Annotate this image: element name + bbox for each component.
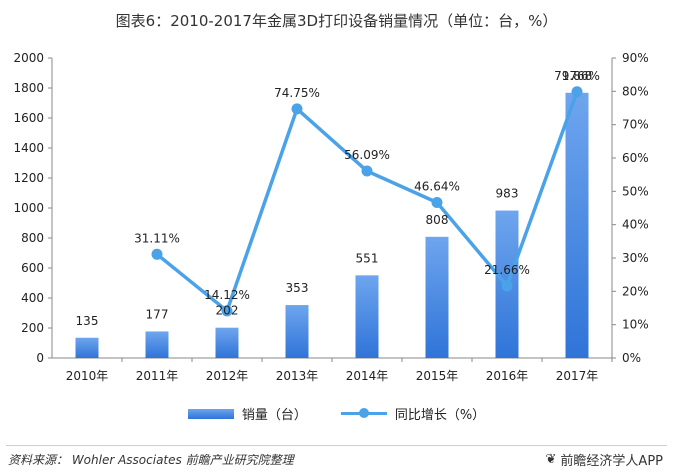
source-note: 资料来源： Wohler Associates 前瞻产业研究院整理 (8, 453, 294, 467)
growth-value-label: 56.09% (344, 148, 390, 162)
bar (75, 337, 99, 358)
legend-line-swatch (340, 407, 387, 420)
y-right-tick-label: 60% (622, 151, 649, 165)
y-right-tick-label: 80% (622, 84, 649, 98)
chart-title: 图表6：2010-2017年金属3D打印设备销量情况（单位：台，%） (115, 12, 558, 30)
growth-value-label: 46.64% (414, 180, 460, 194)
growth-point (501, 280, 513, 292)
bar (425, 236, 449, 358)
growth-point (291, 103, 303, 115)
footer-divider (6, 445, 667, 446)
x-tick-label: 2012年 (206, 369, 249, 383)
y-left-tick-label: 0 (36, 351, 44, 365)
y-left-tick-label: 2000 (13, 51, 44, 65)
y-right-tick-label: 40% (622, 218, 649, 232)
growth-value-label: 74.75% (274, 86, 320, 100)
y-right-tick-label: 0% (622, 351, 641, 365)
chart-plot: 0 200 400 600 800 1000 1200 1400 1600 1800 2000 0% 1… (13, 51, 649, 383)
x-tick-label: 2010年 (66, 369, 109, 383)
x-tick-label: 2015年 (416, 369, 459, 383)
brand-name: 前瞻经济学人APP (560, 454, 663, 469)
growth-value-label: 21.66% (484, 263, 530, 277)
x-tick-label: 2013年 (276, 369, 319, 383)
y-right-tick-label: 20% (622, 284, 649, 298)
y-left-tick-label: 1800 (13, 81, 44, 95)
bar-value-label: 1768 (562, 69, 593, 83)
bar (355, 275, 379, 358)
y-right-tick-label: 30% (622, 251, 649, 265)
brand-mark[interactable]: ❦ 前瞻经济学人APP (546, 450, 663, 469)
bar (285, 305, 309, 358)
leaf-logo-icon: ❦ (545, 452, 557, 467)
growth-point (571, 86, 583, 98)
x-tick-label: 2016年 (486, 369, 529, 383)
bar (565, 92, 589, 359)
y-left-tick-label: 200 (21, 321, 44, 335)
y-left-tick-label: 1400 (13, 141, 44, 155)
growth-point (221, 305, 233, 317)
bar (215, 327, 239, 358)
x-tick-label: 2011年 (136, 369, 179, 383)
y-right-tick-label: 50% (622, 184, 649, 198)
legend-item-growth[interactable]: 同比增长（%） (340, 404, 486, 423)
y-right-tick-label: 70% (622, 118, 649, 132)
legend-label-sales: 销量（台） (241, 408, 307, 423)
y-right-tick-label: 10% (622, 318, 649, 332)
bar-value-label: 983 (496, 187, 519, 201)
growth-value-label: 79.86% (554, 69, 600, 83)
legend-item-sales[interactable]: 销量（台） (187, 404, 307, 423)
chart-legend: 销量（台） 同比增长（%） (0, 404, 673, 423)
growth-value-label: 31.11% (134, 231, 180, 245)
bar-value-label: 551 (356, 251, 379, 265)
bar (145, 331, 169, 358)
y-left-tick-label: 800 (21, 231, 44, 245)
y-right-tick-label: 90% (622, 51, 649, 65)
bar-value-label: 202 (216, 304, 239, 318)
x-tick-label: 2014年 (346, 369, 389, 383)
y-left-tick-label: 600 (21, 261, 44, 275)
growth-point (361, 165, 373, 177)
x-tick-label: 2017年 (556, 369, 599, 383)
growth-point (151, 248, 163, 260)
y-left-tick-label: 1200 (13, 171, 44, 185)
bar-value-label: 808 (426, 213, 449, 227)
growth-point (431, 197, 443, 209)
y-left-tick-label: 1000 (13, 201, 44, 215)
bar-value-label: 177 (146, 307, 169, 321)
y-left-tick-label: 1600 (13, 111, 44, 125)
y-left-tick-label: 400 (21, 291, 44, 305)
legend-label-growth: 同比增长（%） (394, 408, 486, 423)
growth-value-label: 14.12% (204, 288, 250, 302)
bar-value-label: 353 (286, 281, 309, 295)
bar-value-label: 135 (76, 314, 99, 328)
legend-bar-swatch (187, 408, 234, 419)
